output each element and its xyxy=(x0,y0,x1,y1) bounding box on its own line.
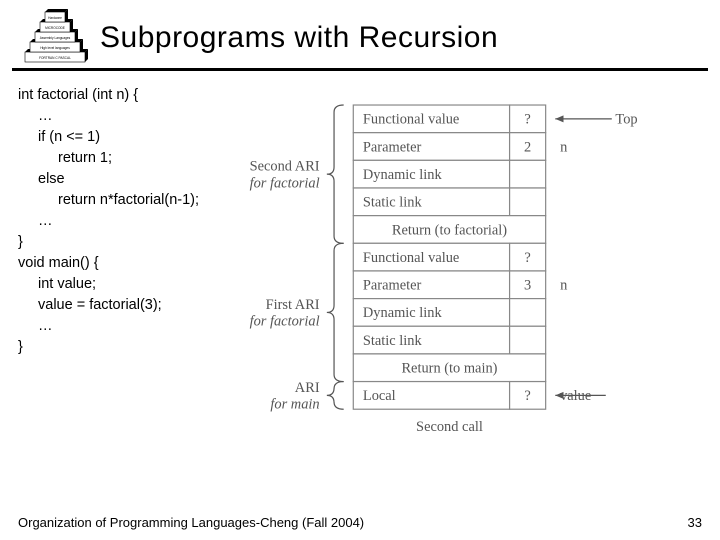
code-line: return n*factorial(n-1); xyxy=(18,190,199,211)
svg-text:3: 3 xyxy=(524,278,531,294)
svg-text:MICROCODE: MICROCODE xyxy=(45,26,65,30)
code-line: value = factorial(3); xyxy=(18,295,199,316)
svg-text:for factorial: for factorial xyxy=(250,314,320,330)
svg-text:Assembly Languages: Assembly Languages xyxy=(40,36,71,40)
svg-text:Return (to factorial): Return (to factorial) xyxy=(392,222,507,238)
code-line: void main() { xyxy=(18,255,99,271)
stack-diagram: Functional value? Parameter 2 n Dynamic link… xyxy=(209,85,702,459)
svg-text:Parameter: Parameter xyxy=(363,139,422,155)
svg-text:Return (to main): Return (to main) xyxy=(401,361,497,377)
svg-text:value: value xyxy=(560,388,591,404)
code-line: int value; xyxy=(18,274,199,295)
code-block: int factorial (int n) { … if (n <= 1) re… xyxy=(18,85,199,459)
svg-text:?: ? xyxy=(524,112,530,128)
svg-text:FORTRAN C PASCAL: FORTRAN C PASCAL xyxy=(39,56,71,60)
svg-text:Static link: Static link xyxy=(363,195,423,211)
svg-text:Hardware: Hardware xyxy=(48,16,62,20)
code-line: } xyxy=(18,339,23,355)
code-line: } xyxy=(18,234,23,250)
svg-text:First ARI: First ARI xyxy=(266,297,320,313)
svg-text:Static link: Static link xyxy=(363,333,423,349)
footer-text: Organization of Programming Languages-Ch… xyxy=(18,515,364,530)
svg-text:Dynamic link: Dynamic link xyxy=(363,167,443,183)
svg-text:Second call: Second call xyxy=(416,419,483,435)
code-line: … xyxy=(18,316,199,337)
svg-text:Dynamic link: Dynamic link xyxy=(363,305,443,321)
svg-text:Second ARI: Second ARI xyxy=(250,159,320,175)
code-line: return 1; xyxy=(18,148,199,169)
svg-text:n: n xyxy=(560,139,567,155)
svg-text:Functional value: Functional value xyxy=(363,250,459,266)
svg-text:for factorial: for factorial xyxy=(250,175,320,191)
svg-text:Top: Top xyxy=(615,112,637,128)
svg-text:Functional value: Functional value xyxy=(363,112,459,128)
svg-text:for main: for main xyxy=(270,397,319,413)
svg-text:2: 2 xyxy=(524,139,531,155)
code-line: if (n <= 1) xyxy=(18,127,199,148)
svg-text:Parameter: Parameter xyxy=(363,278,422,294)
svg-text:High level languages: High level languages xyxy=(40,46,70,50)
svg-text:n: n xyxy=(560,278,567,294)
slide-title: Subprograms with Recursion xyxy=(100,21,498,55)
code-line: else xyxy=(18,169,199,190)
svg-text:?: ? xyxy=(524,388,530,404)
code-line: int factorial (int n) { xyxy=(18,87,138,103)
code-line: … xyxy=(18,211,199,232)
svg-text:Local: Local xyxy=(363,388,396,404)
pyramid-icon: FORTRAN C PASCAL High level languages Asse… xyxy=(20,8,90,68)
code-line: … xyxy=(18,106,199,127)
svg-text:?: ? xyxy=(524,250,530,266)
page-number: 33 xyxy=(688,515,702,530)
svg-text:ARI: ARI xyxy=(295,380,320,396)
